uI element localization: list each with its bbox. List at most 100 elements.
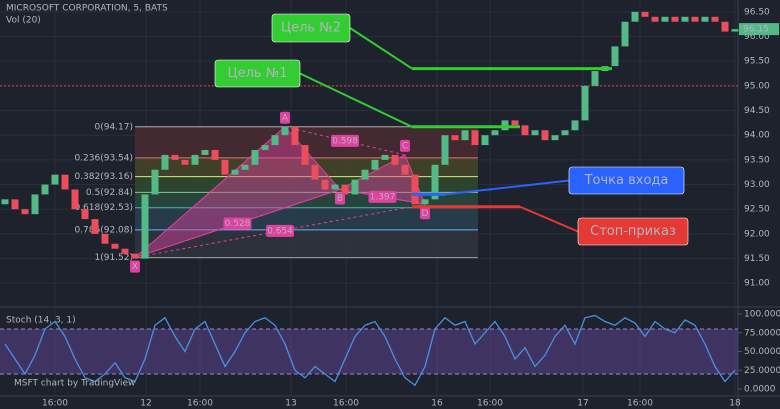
callout-line <box>519 205 579 233</box>
candle <box>411 174 419 205</box>
candle <box>51 174 59 185</box>
fib-label: 0.5(92.84) <box>86 188 133 198</box>
candle <box>561 130 569 136</box>
candle <box>231 169 239 175</box>
y-tick-label: 93.50 <box>744 155 770 165</box>
point-box <box>420 207 430 220</box>
candle <box>341 184 349 195</box>
last-price-tag <box>739 23 779 36</box>
y-tick-label: 93.00 <box>744 180 770 190</box>
candle <box>141 194 149 259</box>
candle <box>531 130 539 136</box>
y-tick-label: 92.00 <box>744 229 770 239</box>
candle <box>291 126 299 146</box>
candle <box>131 253 139 259</box>
candle <box>421 199 429 205</box>
point-box <box>400 139 410 152</box>
candle <box>641 11 649 17</box>
callout-label: Цель №2 <box>281 21 341 36</box>
candle <box>81 209 89 220</box>
fib-band <box>135 176 478 193</box>
candle <box>301 145 309 165</box>
candle <box>31 194 39 215</box>
candle <box>111 243 119 249</box>
ratio-label: 0.654 <box>267 226 293 236</box>
candle <box>441 135 449 165</box>
point-label: C <box>402 141 408 151</box>
y-tick-label: 94.50 <box>744 106 770 116</box>
callout-label: Точка входа <box>584 173 669 188</box>
y-tick-label: 95.50 <box>744 57 770 67</box>
candle <box>361 169 369 180</box>
x-tick-label: 16:00 <box>333 399 359 409</box>
candle <box>331 184 339 190</box>
y-tick-label: 96.00 <box>744 32 770 42</box>
candle <box>451 135 459 141</box>
x-tick-label: 16 <box>431 399 443 409</box>
candle <box>71 189 79 210</box>
callout-box <box>214 59 301 88</box>
candle <box>391 154 399 165</box>
candle <box>91 219 99 234</box>
candle <box>491 130 499 136</box>
y-tick-label: 95.00 <box>744 81 770 91</box>
candle <box>1 199 9 205</box>
fib-band <box>135 207 478 230</box>
callout-line <box>349 27 413 70</box>
callout-label: Стоп-приказ <box>590 224 676 239</box>
candle <box>371 159 379 170</box>
callout-line <box>299 72 413 128</box>
ratio-box <box>368 190 397 203</box>
fib-label: 1(91.52) <box>94 253 133 263</box>
fib-label: 0.236(93.54) <box>74 153 133 163</box>
candle <box>681 16 689 22</box>
x-tick-label: 17 <box>577 399 588 409</box>
callout-line <box>444 179 570 196</box>
y-tick-label: 94.00 <box>744 131 770 141</box>
candle <box>381 154 389 160</box>
candle <box>261 145 269 150</box>
candle <box>461 130 469 141</box>
ratio-line <box>134 203 426 259</box>
fib-label: 0.618(92.53) <box>74 203 133 213</box>
candle <box>161 154 169 170</box>
candle <box>61 174 69 190</box>
point-label: B <box>337 194 343 204</box>
candle <box>631 11 639 22</box>
candle <box>401 164 409 175</box>
callout-label: Цель №1 <box>228 66 288 81</box>
candle <box>191 154 199 165</box>
candle <box>21 209 29 215</box>
point-label: X <box>132 262 138 272</box>
candle <box>121 248 129 254</box>
x-tick-label: 18 <box>729 399 741 409</box>
candle <box>571 120 579 131</box>
candle <box>541 130 549 141</box>
candle <box>101 233 109 244</box>
candle <box>431 164 439 200</box>
candle <box>181 159 189 165</box>
oscillator-band <box>0 329 738 374</box>
candle <box>701 16 709 22</box>
candle <box>731 29 739 32</box>
fib-label: 0.382(93.16) <box>74 172 133 182</box>
candle <box>321 179 329 190</box>
callout-box <box>271 13 351 43</box>
ratio-label: 0.528 <box>225 219 251 229</box>
candle <box>481 135 489 146</box>
candle <box>551 135 559 141</box>
oscillator-line <box>4 314 736 387</box>
candle <box>11 199 19 210</box>
x-tick-label: 12 <box>140 399 151 409</box>
x-tick-label: 16:00 <box>42 399 68 409</box>
candle <box>241 164 249 170</box>
y-tick-label: 91.00 <box>744 279 770 289</box>
candle <box>271 135 279 146</box>
candle <box>651 16 659 22</box>
candle <box>221 159 229 175</box>
ratio-label: 0.598 <box>332 136 358 146</box>
point-box <box>280 111 290 124</box>
candle <box>691 16 699 22</box>
